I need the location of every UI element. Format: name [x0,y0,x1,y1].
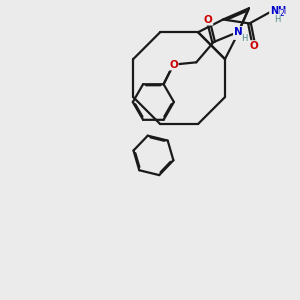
Text: O: O [169,60,178,70]
Text: N: N [234,27,243,37]
Text: 2: 2 [280,9,284,18]
Text: H: H [274,15,281,24]
Text: S: S [234,29,242,39]
Text: NH: NH [270,6,286,16]
Text: O: O [204,15,212,25]
Text: H: H [242,34,248,43]
Text: O: O [250,41,258,51]
